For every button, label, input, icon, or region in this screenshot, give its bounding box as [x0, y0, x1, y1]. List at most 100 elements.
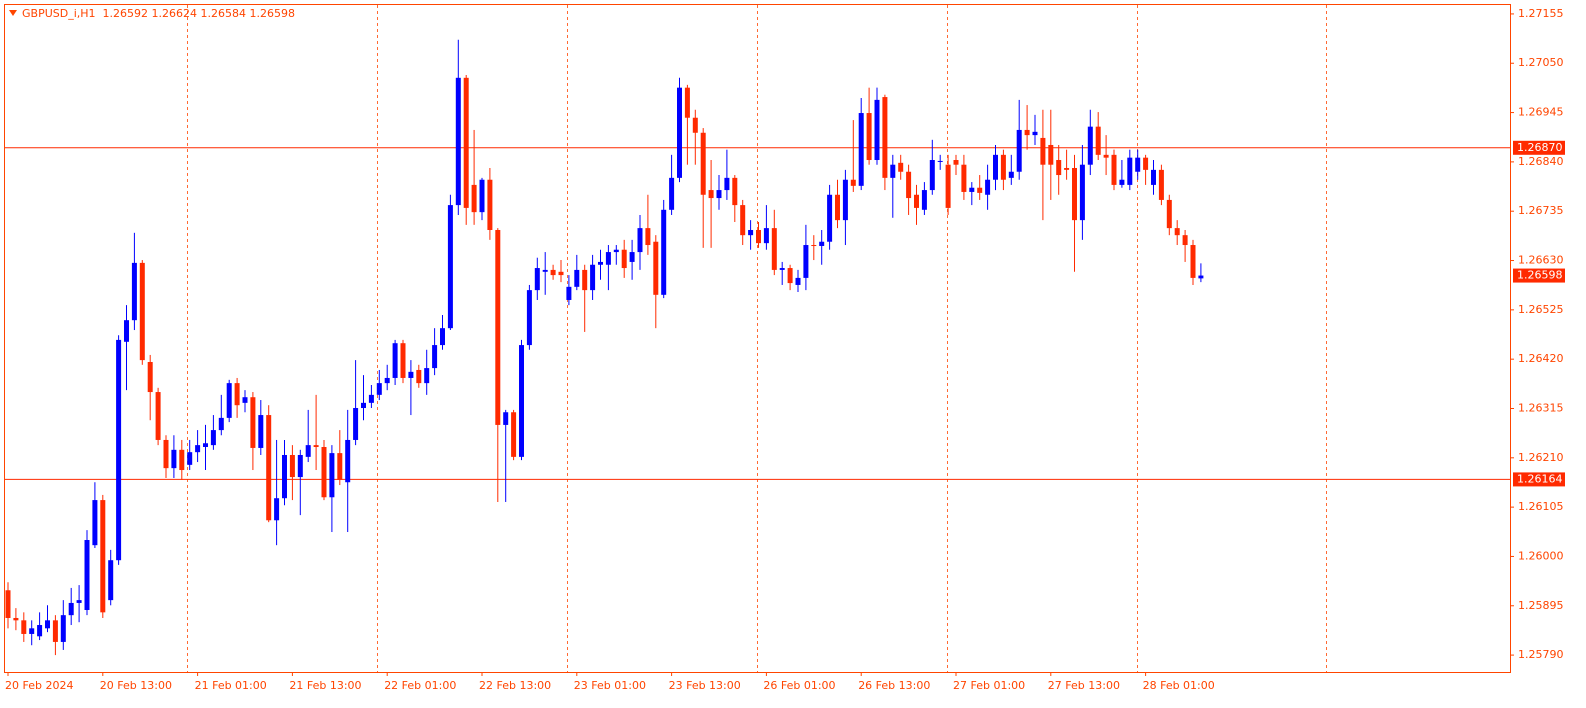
candle-body: [1024, 129, 1030, 136]
candle-body: [266, 415, 272, 521]
candle-body: [637, 228, 643, 253]
candle-body: [321, 447, 327, 498]
candle-body: [455, 77, 461, 206]
candle-body: [400, 343, 406, 378]
candle-body: [1182, 235, 1188, 246]
candle-body: [534, 268, 540, 291]
candle-body: [748, 229, 754, 236]
candle-body: [1087, 126, 1093, 165]
candle-body: [574, 269, 580, 287]
x-tick-label: 20 Feb 2024: [5, 679, 73, 692]
candle-body: [519, 345, 524, 457]
candle-body: [1127, 157, 1133, 185]
candle-body: [914, 194, 919, 208]
candle-body: [29, 628, 35, 634]
candle-body: [621, 249, 627, 269]
candle-body: [305, 445, 311, 457]
candle-body: [906, 171, 912, 199]
candle-body: [787, 268, 793, 284]
v-grid: [187, 5, 1327, 672]
candle-body: [353, 408, 359, 440]
x-tick-label: 22 Feb 13:00: [479, 679, 551, 692]
candle-body: [108, 560, 114, 601]
y-tick-label: 1.26735: [1518, 204, 1564, 217]
candle-body: [234, 383, 240, 406]
candle-body: [1032, 131, 1038, 136]
x-tick-label: 21 Feb 01:00: [195, 679, 267, 692]
candle-body: [432, 345, 438, 369]
candle-body: [21, 620, 27, 634]
candle-body: [258, 415, 264, 448]
candle-body: [629, 252, 635, 262]
level-box: [1513, 472, 1565, 487]
candle-body: [850, 179, 856, 186]
candle-body: [763, 228, 769, 244]
candle-body: [511, 412, 517, 457]
candle-body: [613, 249, 619, 253]
candle-body: [345, 439, 351, 483]
last-price-label: 1.26598: [1517, 269, 1563, 282]
candle-body: [969, 187, 975, 192]
candle-body: [68, 602, 74, 616]
candle-body: [598, 261, 603, 265]
candle-body: [1048, 144, 1054, 165]
candle-body: [921, 190, 927, 210]
candle-body: [424, 368, 430, 384]
x-tick-label: 20 Feb 13:00: [100, 679, 172, 692]
candle-body: [408, 371, 414, 378]
title-arrow: [9, 10, 17, 16]
candle-body: [1016, 129, 1022, 172]
candle-body: [898, 162, 904, 172]
candle-body: [819, 241, 825, 246]
candle-body: [124, 320, 129, 342]
candle-body: [147, 361, 153, 393]
candle-body: [1166, 199, 1172, 229]
y-tick-label: 1.26105: [1518, 500, 1564, 513]
candle-body: [60, 615, 66, 642]
candle-body: [1143, 157, 1149, 170]
candle-body: [1095, 126, 1101, 155]
candle-body: [1000, 154, 1006, 180]
candle-body: [226, 383, 232, 418]
candle-body: [282, 454, 287, 499]
x-tick-label: 26 Feb 01:00: [763, 679, 835, 692]
candle-body: [329, 453, 335, 498]
candle-body: [361, 402, 366, 409]
candle-body: [542, 269, 548, 272]
y-tick-label: 1.25895: [1518, 599, 1564, 612]
candle-body: [179, 449, 185, 471]
candle-body: [677, 87, 682, 178]
candle-body: [1072, 167, 1077, 221]
candle-body: [84, 540, 90, 610]
x-tick-label: 27 Feb 01:00: [953, 679, 1025, 692]
candle-body: [550, 269, 556, 276]
candle-body: [92, 500, 98, 546]
candle-body: [76, 600, 82, 603]
candle-body: [566, 286, 572, 300]
y-tick-label: 1.26000: [1518, 549, 1564, 562]
y-tick-label: 1.26630: [1518, 254, 1564, 267]
candle-body: [929, 160, 935, 191]
candle-body: [1103, 154, 1109, 158]
candle-body: [1135, 157, 1141, 172]
candle-body: [187, 452, 193, 465]
level-label: 1.26870: [1517, 141, 1563, 154]
candle-body: [558, 271, 564, 276]
candle-body: [1174, 228, 1180, 236]
candle-body: [195, 445, 201, 453]
candle-body: [274, 498, 280, 521]
candle-body: [1198, 275, 1204, 279]
candle-body: [1079, 164, 1085, 221]
candle-body: [479, 179, 485, 213]
y-tick-label: 1.27050: [1518, 56, 1564, 69]
chart-title: GBPUSD_i,H1 1.26592 1.26624 1.26584 1.26…: [22, 7, 295, 20]
candle-body: [218, 417, 224, 431]
candle-body: [289, 454, 295, 478]
candle-body: [708, 190, 714, 199]
candle-body: [740, 205, 746, 236]
candle-body: [1064, 167, 1070, 170]
candle-body: [116, 339, 122, 561]
candle-body: [337, 453, 343, 480]
candle-body: [1190, 245, 1196, 278]
